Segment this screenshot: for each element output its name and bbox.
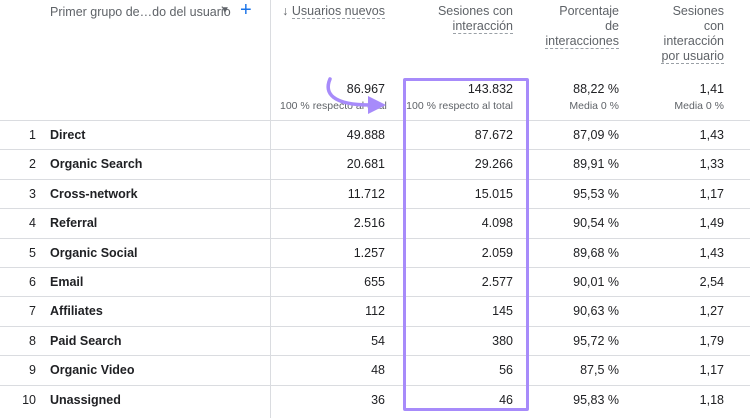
caret-down-icon[interactable]: ▼ bbox=[220, 5, 230, 16]
row-metric-value: 2.059 bbox=[481, 245, 513, 260]
table-row[interactable]: 7 Affiliates 112 145 90,63 % 1,27 bbox=[0, 296, 750, 325]
row-metric-value: 49.888 bbox=[346, 128, 385, 142]
row-metric-value: 90,01 % bbox=[573, 275, 619, 289]
column-header-line: interacción bbox=[452, 19, 513, 34]
row-metric-value: 112 bbox=[365, 304, 385, 319]
row-metric-value: 29.266 bbox=[474, 157, 513, 172]
row-metric-value: 87,09 % bbox=[573, 128, 619, 142]
row-channel-name: Paid Search bbox=[50, 333, 122, 348]
row-metric-value: 89,91 % bbox=[573, 157, 619, 172]
row-metric-value: 87,5 % bbox=[580, 363, 619, 378]
row-index: 3 bbox=[29, 186, 36, 201]
row-metric-value: 1,27 bbox=[699, 304, 724, 319]
row-metric-value: 56 bbox=[499, 363, 513, 378]
table-row[interactable]: 10 Unassigned 36 46 95,83 % 1,18 bbox=[0, 384, 750, 414]
column-header-new-users[interactable]: ↓ Usuarios nuevos bbox=[280, 4, 385, 124]
row-metric-value: 20.681 bbox=[346, 157, 385, 172]
column-header-engaged-sessions[interactable]: Sesiones con interacción bbox=[405, 4, 513, 124]
row-index: 9 bbox=[29, 363, 36, 378]
row-metric-value: 655 bbox=[364, 275, 385, 289]
row-metric-value: 380 bbox=[492, 333, 513, 348]
row-index: 7 bbox=[29, 304, 36, 319]
row-channel-name: Affiliates bbox=[50, 304, 103, 319]
table-row[interactable]: 1 Direct 49.888 87.672 87,09 % 1,43 bbox=[0, 120, 750, 149]
row-metric-value: 87.672 bbox=[474, 128, 513, 142]
row-index: 5 bbox=[29, 245, 36, 260]
row-channel-name: Organic Search bbox=[50, 157, 143, 172]
row-metric-value: 90,63 % bbox=[573, 304, 619, 319]
row-channel-name: Unassigned bbox=[50, 392, 121, 407]
row-channel-name: Direct bbox=[50, 128, 86, 142]
row-index: 10 bbox=[22, 392, 36, 407]
row-metric-value: 2.516 bbox=[353, 216, 385, 231]
table-row[interactable]: 5 Organic Social 1.257 2.059 89,68 % 1,43 bbox=[0, 237, 750, 267]
row-metric-value: 1,18 bbox=[699, 392, 724, 407]
dimension-header[interactable]: Primer grupo de…do del usuario bbox=[50, 5, 231, 19]
column-header-sessions-per-user[interactable]: Sesiones con interacción por usuario bbox=[630, 4, 724, 124]
table-row[interactable]: 4 Referral 2.516 4.098 90,54 % 1,49 bbox=[0, 208, 750, 237]
row-channel-name: Organic Video bbox=[50, 363, 135, 378]
table-row[interactable]: 3 Cross-network 11.712 15.015 95,53 % 1,17 bbox=[0, 178, 750, 208]
table-row[interactable]: 2 Organic Search 20.681 29.266 89,91 % 1,33 bbox=[0, 149, 750, 178]
column-header-line: con bbox=[703, 19, 724, 33]
row-metric-value: 1,17 bbox=[699, 186, 724, 201]
row-index: 2 bbox=[29, 157, 36, 172]
row-channel-name: Referral bbox=[50, 216, 98, 231]
row-metric-value: 46 bbox=[499, 392, 513, 407]
column-header-line: Sesiones con bbox=[437, 4, 513, 18]
row-metric-value: 89,68 % bbox=[573, 245, 619, 260]
row-metric-value: 90,54 % bbox=[573, 216, 619, 231]
row-metric-value: 54 bbox=[371, 333, 385, 348]
column-header-line: Porcentaje bbox=[559, 4, 619, 18]
column-header-label: Usuarios nuevos bbox=[291, 4, 385, 19]
row-index: 6 bbox=[29, 275, 36, 289]
row-index: 4 bbox=[29, 216, 36, 231]
total-subtext: 100 % respecto al total bbox=[406, 100, 513, 112]
row-channel-name: Cross-network bbox=[50, 186, 138, 201]
row-index: 8 bbox=[29, 333, 36, 348]
total-subtext: Media 0 % bbox=[674, 100, 724, 112]
row-metric-value: 1,43 bbox=[699, 128, 724, 142]
row-metric-value: 15.015 bbox=[474, 186, 513, 201]
row-channel-name: Email bbox=[50, 275, 84, 289]
row-metric-value: 1.257 bbox=[353, 245, 385, 260]
total-value: 88,22 % bbox=[573, 82, 619, 96]
plus-icon[interactable]: + bbox=[240, 0, 252, 21]
total-subtext: Media 0 % bbox=[569, 100, 619, 112]
row-metric-value: 95,53 % bbox=[573, 186, 619, 201]
column-header-line: Sesiones bbox=[672, 4, 724, 18]
total-subtext: 100 % respecto al total bbox=[280, 100, 387, 112]
row-metric-value: 1,49 bbox=[699, 216, 724, 231]
column-header-line: de bbox=[605, 19, 619, 33]
row-metric-value: 48 bbox=[371, 363, 385, 378]
row-metric-value: 2.577 bbox=[481, 275, 513, 289]
column-header-engagement-rate[interactable]: Porcentaje de interacciones bbox=[530, 4, 619, 124]
row-metric-value: 95,83 % bbox=[573, 392, 619, 407]
total-value: 143.832 bbox=[467, 82, 513, 96]
column-header-line: interacción bbox=[663, 34, 724, 48]
total-value: 86.967 bbox=[346, 82, 385, 96]
row-metric-value: 11.712 bbox=[347, 186, 385, 201]
total-value: 1,41 bbox=[699, 82, 724, 96]
table-row[interactable]: 8 Paid Search 54 380 95,72 % 1,79 bbox=[0, 325, 750, 355]
row-metric-value: 95,72 % bbox=[573, 333, 619, 348]
row-metric-value: 1,79 bbox=[699, 333, 724, 348]
arrow-down-icon: ↓ bbox=[282, 4, 289, 18]
row-channel-name: Organic Social bbox=[50, 245, 138, 260]
row-metric-value: 4.098 bbox=[481, 216, 513, 231]
row-index: 1 bbox=[29, 128, 36, 142]
table-row[interactable]: 6 Email 655 2.577 90,01 % 2,54 bbox=[0, 267, 750, 296]
column-header-line: por usuario bbox=[661, 49, 724, 64]
row-metric-value: 1,33 bbox=[699, 157, 724, 172]
row-metric-value: 145 bbox=[492, 304, 513, 319]
row-metric-value: 36 bbox=[371, 392, 385, 407]
column-header-line: interacciones bbox=[545, 34, 619, 49]
table-row[interactable]: 9 Organic Video 48 56 87,5 % 1,17 bbox=[0, 355, 750, 384]
row-metric-value: 1,43 bbox=[699, 245, 724, 260]
row-metric-value: 2,54 bbox=[699, 275, 724, 289]
row-metric-value: 1,17 bbox=[699, 363, 724, 378]
